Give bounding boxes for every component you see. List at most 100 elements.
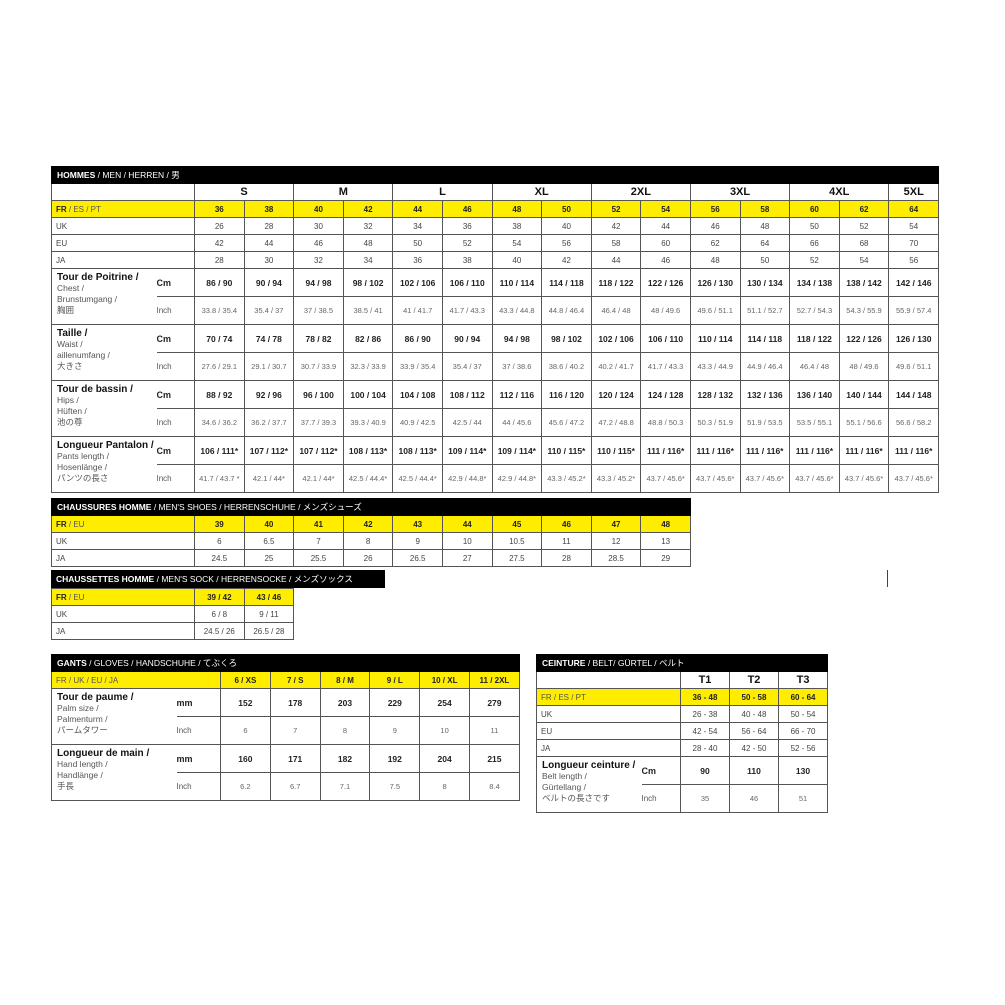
size-value: 32: [342, 217, 394, 235]
shoes-header: CHAUSSURES HOMME / MEN'S SHOES / HERRENS…: [51, 498, 691, 516]
size-value: 38: [441, 251, 493, 269]
row-label: EU: [51, 234, 195, 252]
men-header-rest: / MEN / HERREN / 男: [95, 170, 180, 180]
size-value: 48: [342, 234, 394, 252]
socks-header-rest: / MEN'S SOCK / HERRENSOCKE / メンズソックス: [154, 574, 353, 584]
size-value: 46: [689, 217, 741, 235]
measure-value: 111 / 116*: [640, 436, 691, 465]
measure-name-line: パンツの長さ: [57, 473, 109, 483]
measure-value: 107 / 112*: [243, 436, 295, 465]
gloves-fr-label: FR / UK / EU / JA: [51, 671, 221, 689]
size-value: 50 - 54: [777, 705, 829, 723]
measure-row-alt: Inch 35 46 51: [537, 784, 829, 813]
row-label: JA: [51, 549, 195, 567]
size-label-s: S: [193, 183, 295, 201]
measure-value-inch: 34.6 / 36.2: [194, 408, 245, 437]
measure-row-main: Tour de bassin / Hips / Hüften / 池の尊 Cm 88 / …: [51, 380, 940, 437]
size-value: 70: [888, 234, 940, 252]
size-value: 32: [293, 251, 344, 269]
measure-value-inch: 39.3 / 40.9: [342, 408, 394, 437]
measure-name-line: 大きさ: [57, 361, 83, 371]
measure-name-line: Hand length /: [57, 759, 108, 769]
size-label-l: L: [392, 183, 493, 201]
belt-header-row: CEINTURE / BELT/ GÜRTEL / ベルト: [535, 654, 829, 672]
measure-row-main: Longueur ceinture / Belt length / Gürtella…: [536, 756, 829, 813]
measure-value-inch: 43.7 / 45.6*: [888, 464, 940, 493]
measure-value: 110 / 114: [689, 324, 741, 353]
size-value: 52: [441, 234, 493, 252]
size-value: 66 - 70: [777, 722, 829, 740]
shoes-fr-label: FR / EU: [51, 515, 195, 533]
measure-value-inch: 32.3 / 33.9: [342, 352, 394, 381]
size-value: 26: [342, 549, 394, 567]
fr-size-value: 52: [590, 200, 642, 218]
belt-fr-row: FR / ES / PT 36 - 48 50 - 58 60 - 64: [536, 688, 829, 706]
measure-name-line: Hips /: [57, 395, 79, 405]
measure-value-inch: 37.7 / 39.3: [293, 408, 344, 437]
fr-size-value: 62: [838, 200, 890, 218]
size-value: 26 - 38: [680, 705, 730, 723]
size-value: 40: [491, 251, 543, 269]
measure-value-inch: 11: [468, 716, 520, 745]
belt-header: CEINTURE / BELT/ GÜRTEL / ベルト: [535, 654, 829, 672]
measure-row-alt: Inch 6.2 6.7 7.1 7.5 8 8.4: [52, 772, 520, 801]
measure-value-inch: 35.4 / 37: [243, 296, 295, 325]
measure-value: 192: [369, 744, 421, 773]
fr-size-value: 58: [739, 200, 791, 218]
fr-label-rest: / ES / PT: [66, 204, 101, 214]
measure-value-inch: 51.9 / 53.5: [739, 408, 791, 437]
unit-label: Cm: [641, 756, 681, 785]
measure-value-inch: 51: [777, 784, 829, 813]
measure-name-line: Chest /: [57, 283, 84, 293]
fr-size-value: 60 - 64: [777, 688, 829, 706]
gloves-table: GANTS / GLOVES / HANDSCHUHE / てぶくろ FR / U…: [51, 654, 520, 801]
measure-value: 96 / 100: [293, 380, 344, 409]
size-value: 9: [392, 532, 443, 550]
size-value: 26: [194, 217, 245, 235]
fr-size-value: 47: [590, 515, 642, 533]
measure-value: 70 / 74: [194, 324, 245, 353]
size-value: 30: [243, 251, 295, 269]
measure-value: 178: [269, 688, 321, 717]
fr-size-value: 46: [541, 515, 592, 533]
socks-header-bar: CHAUSSETTES HOMME / MEN'S SOCK / HERRENS…: [51, 570, 385, 588]
fr-size-value: 50 - 58: [729, 688, 779, 706]
measure-row-main: Tour de Poitrine / Chest / Brunstumgang / 胸…: [51, 268, 940, 325]
size-value: 25.5: [293, 549, 344, 567]
fr-size-value: 40: [293, 200, 344, 218]
measure-value-inch: 53.5 / 55.1: [789, 408, 840, 437]
size-value: 64: [739, 234, 791, 252]
fr-size-value: 39: [194, 515, 245, 533]
measure-value-inch: 37 / 38.5: [293, 296, 344, 325]
measure-name-line: Palm size /: [57, 703, 99, 713]
measure-value-inch: 45.6 / 47.2: [541, 408, 592, 437]
measure-name: Longueur ceinture / Belt length / Gürtella…: [536, 756, 642, 813]
measure-value-inch: 33.8 / 35.4: [194, 296, 245, 325]
size-value: 44: [640, 217, 691, 235]
size-value: 11: [541, 532, 592, 550]
measure-value-inch: 27.6 / 29.1: [194, 352, 245, 381]
size-value: 9 / 11: [243, 605, 295, 623]
fr-size-value: 36 - 48: [680, 688, 730, 706]
measure-value-inch: 30.7 / 33.9: [293, 352, 344, 381]
men-size-table: HOMMES / MEN / HERREN / 男 S M L XL 2XL 3XL 4XL 5…: [50, 166, 940, 493]
measure-value-inch: 54.3 / 55.9: [838, 296, 890, 325]
measure-value: 254: [419, 688, 470, 717]
fr-label-bold: FR: [56, 519, 67, 529]
fr-size-value: 44: [441, 515, 493, 533]
size-value: 6.5: [243, 532, 295, 550]
measure-value-inch: 6.7: [269, 772, 321, 801]
measure-value: 109 / 114*: [491, 436, 543, 465]
measure-value: 98 / 102: [342, 268, 394, 297]
fr-size-value: 43: [392, 515, 443, 533]
belt-size-corner: [536, 671, 681, 689]
socks-header: CHAUSSETTES HOMME / MEN'S SOCK / HERRENS…: [51, 570, 385, 588]
size-value: 42: [541, 251, 592, 269]
size-value: 27.5: [491, 549, 543, 567]
measure-value: 215: [468, 744, 520, 773]
shoes-size-table: CHAUSSURES HOMME / MEN'S SHOES / HERRENS…: [51, 498, 691, 567]
row-label: JA: [536, 739, 681, 757]
size-value: 38: [491, 217, 543, 235]
measure-title: Taille /: [57, 328, 88, 339]
